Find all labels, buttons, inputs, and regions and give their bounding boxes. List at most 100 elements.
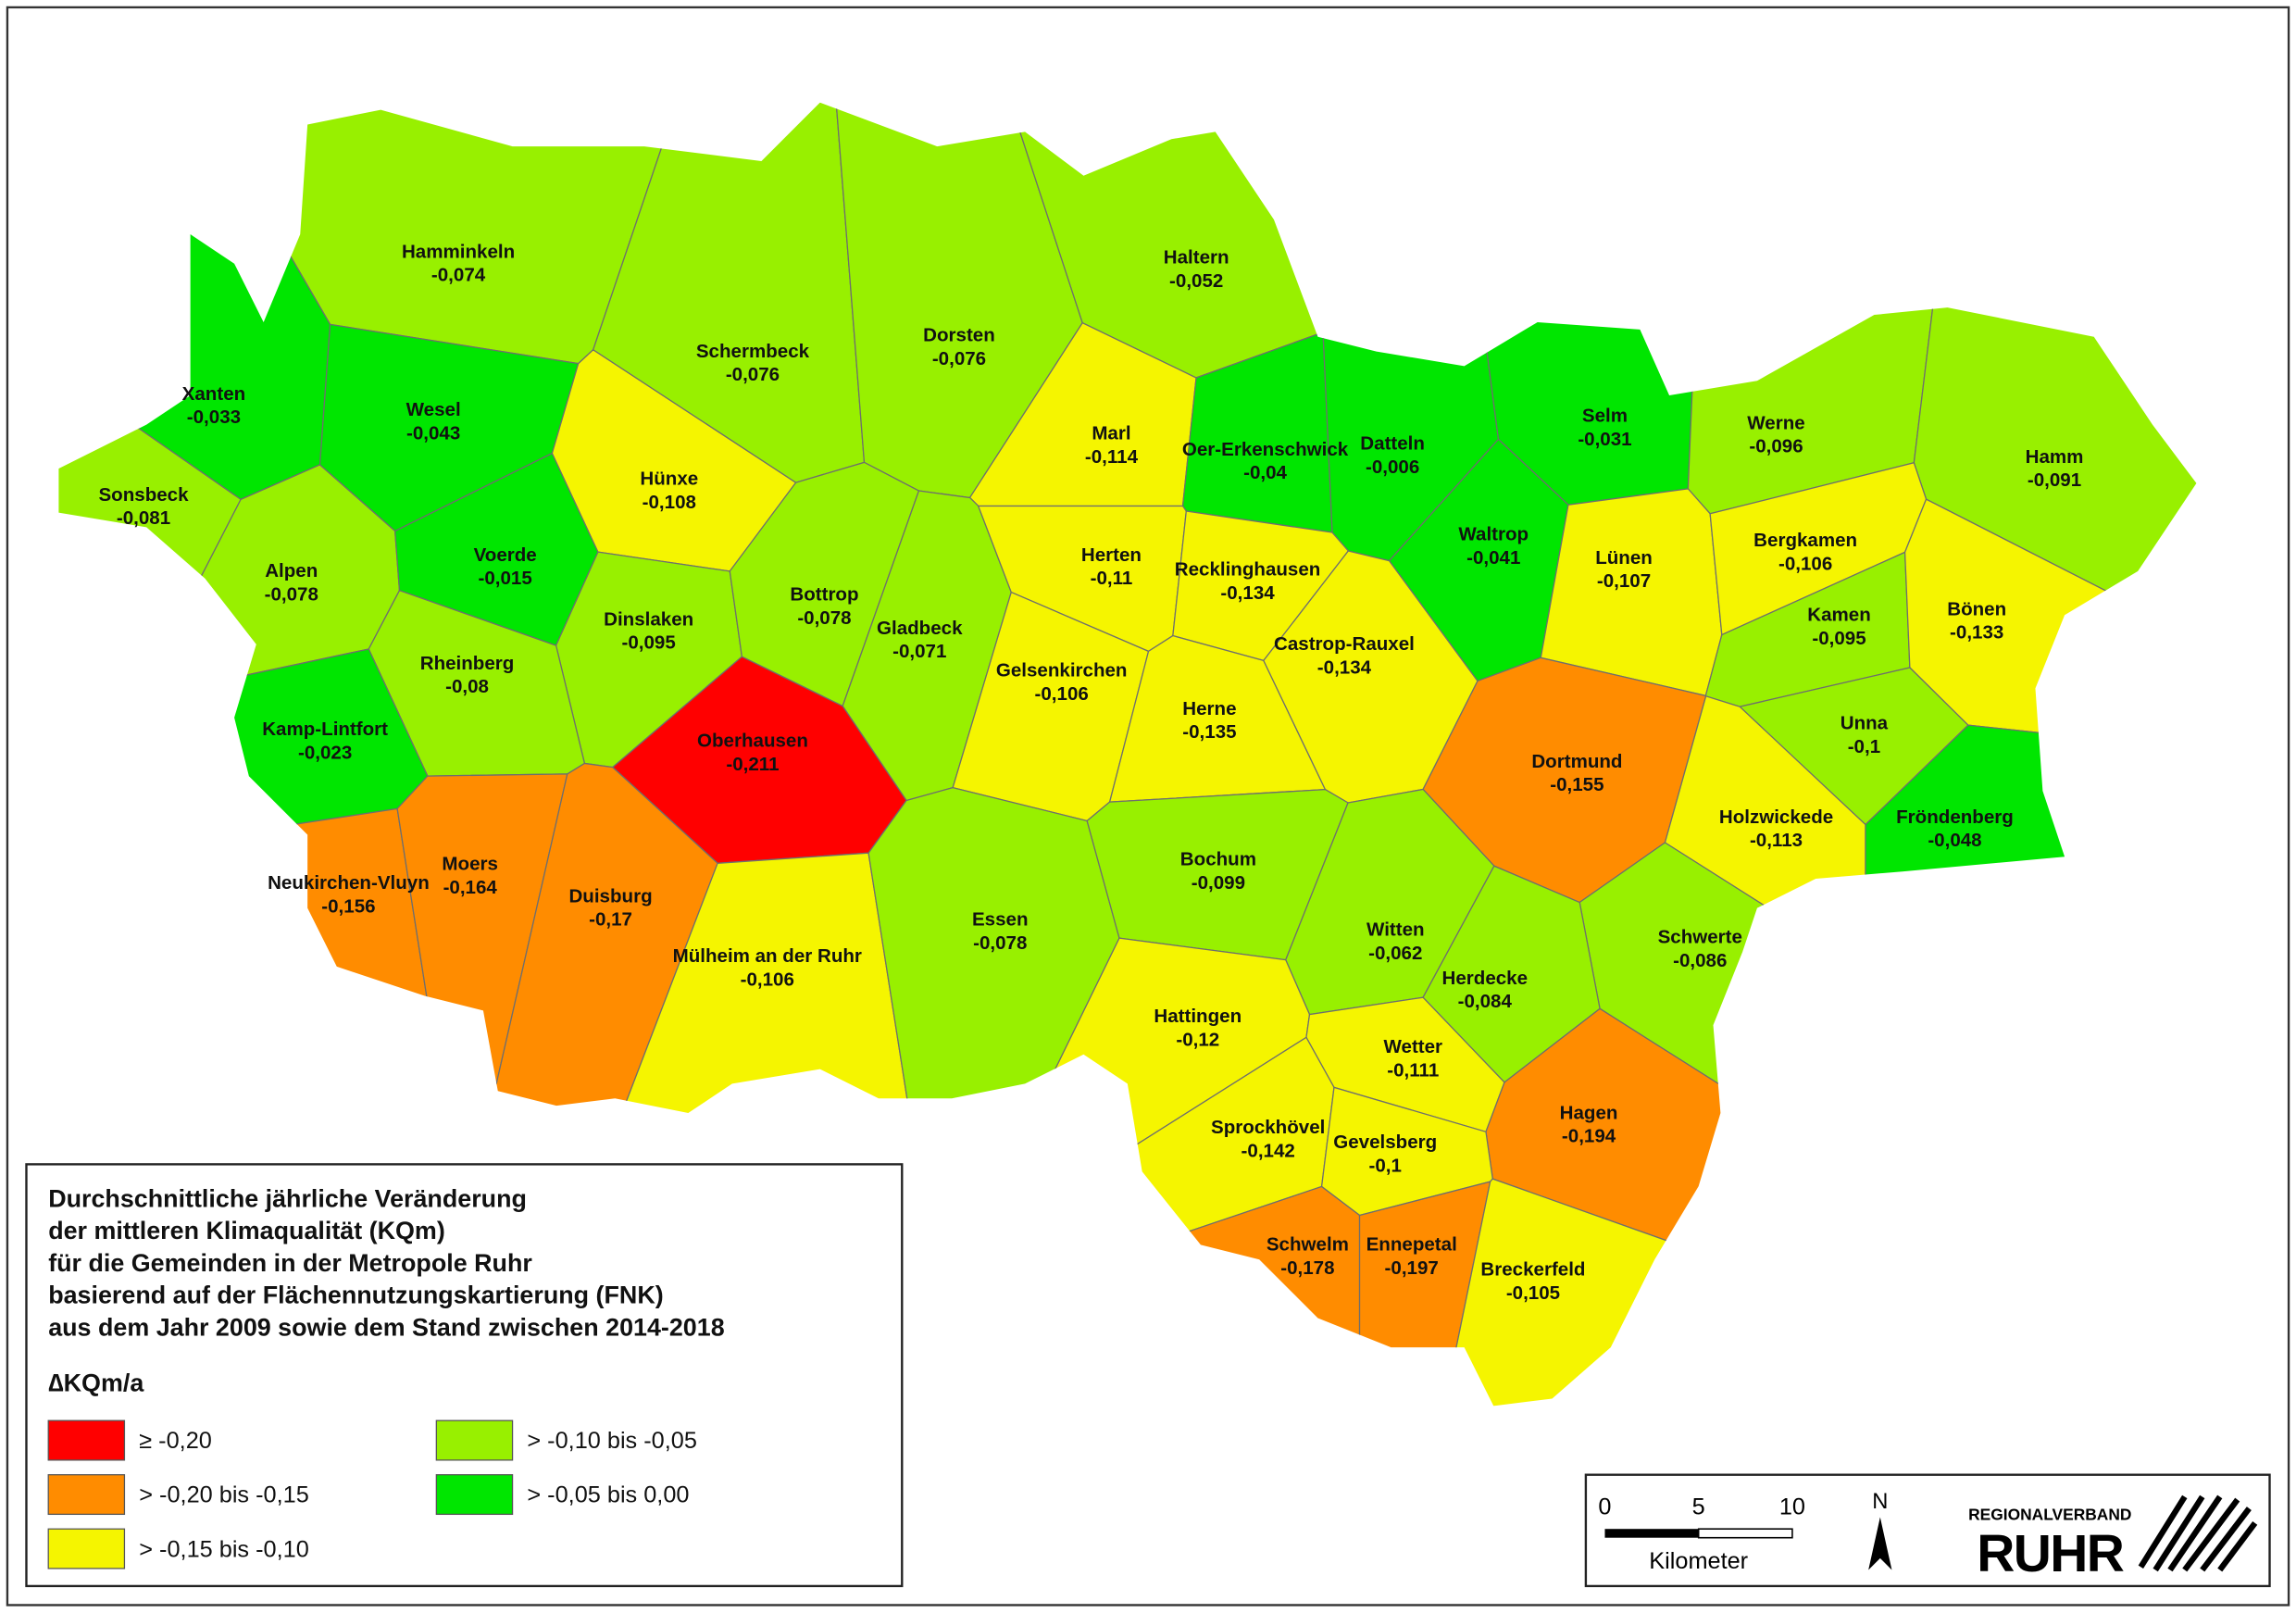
municipality-name: Werne bbox=[1747, 412, 1804, 433]
municipality-value: -0,071 bbox=[892, 641, 946, 662]
municipality-value: -0,11 bbox=[1091, 568, 1133, 589]
legend-title-line: basierend auf der Flächennutzungskartier… bbox=[48, 1282, 664, 1309]
municipality-value: -0,142 bbox=[1242, 1140, 1295, 1161]
municipality-name: Kamen bbox=[1807, 605, 1871, 626]
municipality-value: -0,105 bbox=[1506, 1282, 1560, 1304]
legend-label: > -0,20 bis -0,15 bbox=[139, 1482, 309, 1508]
municipality-value: -0,197 bbox=[1385, 1257, 1439, 1279]
municipality-value: -0,08 bbox=[445, 676, 489, 697]
municipality-name: Herne bbox=[1182, 698, 1236, 719]
municipality-value: -0,099 bbox=[1192, 872, 1245, 894]
municipality-value: -0,164 bbox=[443, 877, 498, 898]
municipality-value: -0,134 bbox=[1317, 657, 1372, 679]
municipality-name: Hattingen bbox=[1154, 1006, 1242, 1027]
logo-top: REGIONALVERBAND bbox=[1968, 1506, 2131, 1524]
legend-swatch bbox=[435, 1419, 514, 1461]
municipality-value: -0,113 bbox=[1750, 830, 1803, 851]
municipality-value: -0,134 bbox=[1220, 582, 1275, 604]
municipality-name: Sonsbeck bbox=[98, 484, 189, 506]
municipality-name: Ennepetal bbox=[1366, 1234, 1457, 1256]
municipality-name: Bottrop bbox=[790, 583, 858, 605]
legend-title-line: aus dem Jahr 2009 sowie dem Stand zwisch… bbox=[48, 1313, 725, 1341]
scale-tick: 10 bbox=[1779, 1494, 1805, 1519]
scale-bar-white bbox=[1697, 1528, 1793, 1539]
municipality-labels: Hamminkeln -0,074 Xanten-0,033 Wesel-0,043 S… bbox=[98, 241, 2083, 1304]
municipality-name: Essen bbox=[972, 909, 1029, 931]
municipality-name: Waltrop bbox=[1458, 524, 1529, 545]
municipality-value: -0,076 bbox=[726, 364, 780, 385]
municipality-name: Datteln bbox=[1360, 433, 1425, 455]
municipality-value: -0,107 bbox=[1597, 570, 1651, 592]
municipality-value: -0,074 bbox=[431, 265, 486, 286]
municipality-value: -0,04 bbox=[1243, 462, 1287, 483]
municipality-value: -0,1 bbox=[1848, 736, 1880, 757]
municipality-name: Bochum bbox=[1180, 849, 1256, 870]
municipality-value: -0,043 bbox=[406, 422, 460, 444]
municipality-value: -0,178 bbox=[1280, 1257, 1334, 1279]
municipality-name: Holzwickede bbox=[1719, 806, 1833, 828]
municipality-name: Lünen bbox=[1595, 547, 1653, 569]
municipality-value: -0,033 bbox=[187, 406, 241, 428]
municipality-value: -0,096 bbox=[1749, 436, 1803, 457]
municipality-value: -0,133 bbox=[1950, 622, 2003, 644]
municipality-name: Sprockhövel bbox=[1211, 1117, 1325, 1138]
legend-label: > -0,10 bis -0,05 bbox=[527, 1428, 697, 1454]
municipality-name: Xanten bbox=[182, 383, 246, 405]
municipality-name: Schermbeck bbox=[696, 341, 810, 362]
municipality-name: Schwelm bbox=[1267, 1234, 1349, 1256]
municipality-name: Hagen bbox=[1560, 1102, 1618, 1123]
municipality-name: Fröndenberg bbox=[1896, 806, 2014, 828]
municipality-name: Alpen bbox=[265, 560, 318, 581]
municipality-name: Rheinberg bbox=[420, 653, 515, 674]
municipality-value: -0,081 bbox=[117, 507, 170, 529]
legend-swatch bbox=[435, 1474, 514, 1516]
municipality-name: Duisburg bbox=[568, 885, 652, 907]
municipality-value: -0,006 bbox=[1366, 456, 1419, 478]
municipality-value: -0,078 bbox=[973, 932, 1027, 954]
municipality-value: -0,048 bbox=[1928, 830, 1981, 851]
municipality-name: Haltern bbox=[1164, 247, 1229, 269]
municipality-value: -0,023 bbox=[298, 742, 352, 763]
municipality-value: -0,108 bbox=[643, 492, 696, 513]
municipality-name: Bergkamen bbox=[1753, 530, 1857, 551]
municipality-name: Oberhausen bbox=[697, 731, 808, 752]
municipality-value: -0,076 bbox=[932, 348, 986, 369]
municipality-value: -0,041 bbox=[1466, 547, 1520, 569]
scale-bar-black bbox=[1604, 1529, 1699, 1538]
municipality-name: Moers bbox=[442, 853, 498, 874]
municipality-value: -0,114 bbox=[1085, 446, 1139, 468]
legend-label: ≥ -0,20 bbox=[139, 1428, 212, 1454]
legend-swatch bbox=[47, 1528, 126, 1569]
municipality-name: Wesel bbox=[406, 399, 461, 420]
legend-label: > -0,15 bis -0,10 bbox=[139, 1536, 309, 1562]
municipality-value: -0,095 bbox=[622, 632, 676, 654]
logo-stripes bbox=[2138, 1494, 2258, 1572]
scale-tick: 0 bbox=[1598, 1494, 1611, 1519]
municipality-value: -0,1 bbox=[1369, 1155, 1402, 1176]
municipality-name: Gevelsberg bbox=[1333, 1132, 1437, 1153]
legend-unit: ∆KQm/a bbox=[48, 1369, 144, 1397]
municipality-name: Bönen bbox=[1947, 598, 2006, 619]
north-label: N bbox=[1872, 1490, 1888, 1514]
municipality-name: Hünxe bbox=[640, 469, 698, 490]
municipality-name: Castrop-Rauxel bbox=[1274, 633, 1415, 655]
municipality-name: Kamp-Lintfort bbox=[262, 719, 388, 740]
legend-title-line: der mittleren Klimaqualität (KQm) bbox=[48, 1217, 445, 1244]
municipality-value: -0,12 bbox=[1176, 1029, 1219, 1050]
municipality-value: -0,091 bbox=[2028, 469, 2081, 491]
municipality-name: Selm bbox=[1582, 406, 1628, 427]
legend-swatch bbox=[47, 1474, 126, 1516]
municipality-value: -0,095 bbox=[1812, 628, 1866, 649]
municipality-value: -0,17 bbox=[589, 909, 632, 931]
municipality-name: Herten bbox=[1081, 544, 1142, 566]
municipality-name: Neukirchen-Vluyn bbox=[268, 872, 430, 894]
municipality-name: Hamm bbox=[2026, 446, 2084, 468]
municipality-name: Herdecke bbox=[1442, 968, 1529, 989]
municipality-name: Witten bbox=[1366, 919, 1425, 941]
municipality-value: -0,156 bbox=[321, 895, 375, 917]
municipality-name: Oer-Erkenschwick bbox=[1182, 439, 1349, 460]
logo-main: RUHR bbox=[1977, 1524, 2124, 1583]
municipality-value: -0,106 bbox=[1778, 553, 1832, 574]
